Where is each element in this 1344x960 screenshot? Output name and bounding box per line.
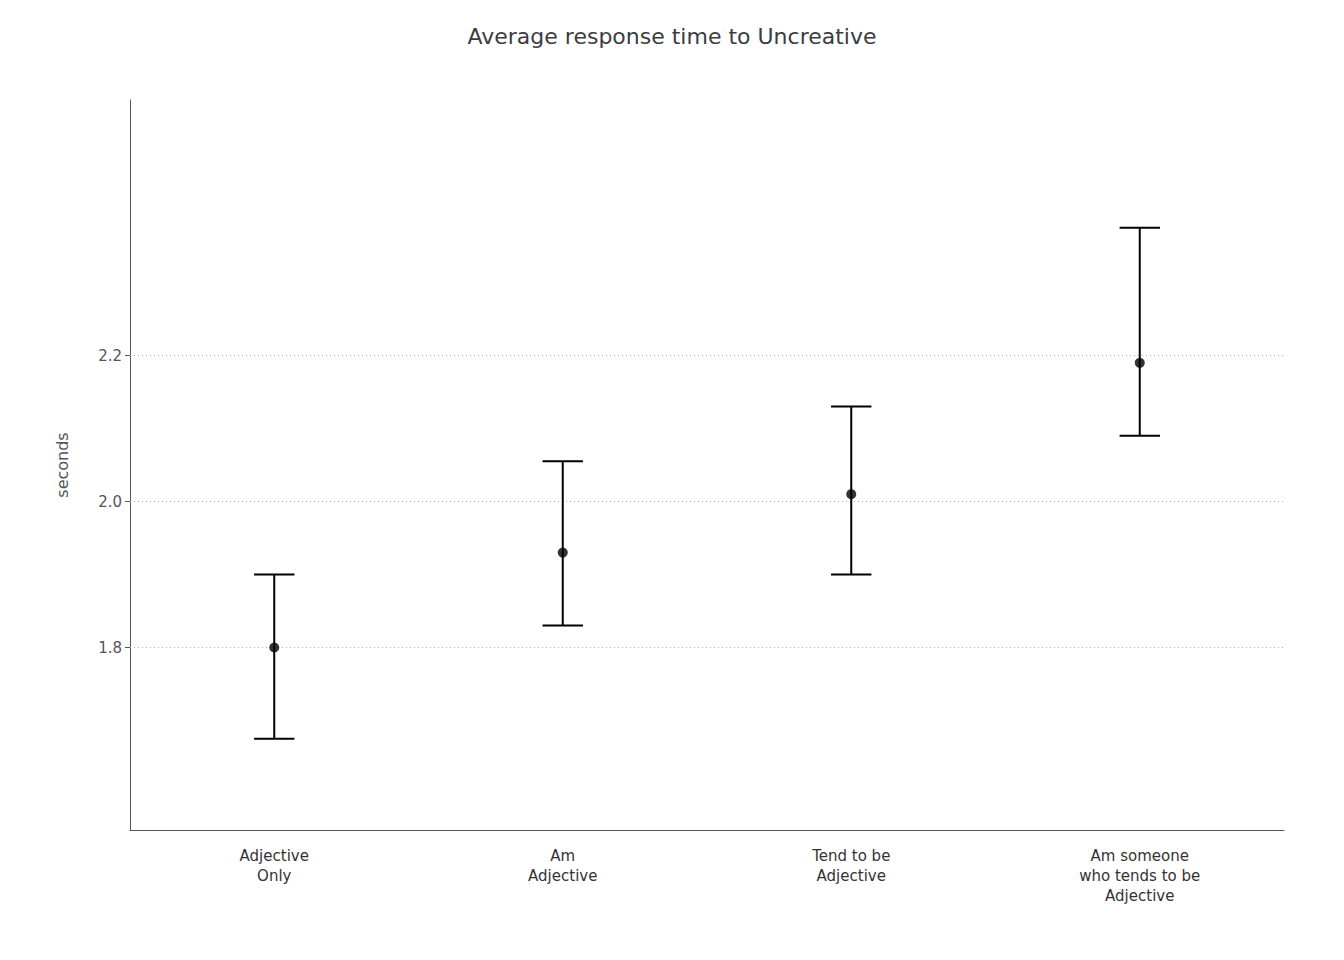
svg-text:1.8: 1.8 xyxy=(98,639,122,657)
svg-text:seconds: seconds xyxy=(53,432,72,497)
svg-text:Am someone: Am someone xyxy=(1091,847,1189,865)
svg-text:Adjective: Adjective xyxy=(528,867,597,885)
svg-text:Adjective: Adjective xyxy=(1105,887,1174,905)
svg-text:2.2: 2.2 xyxy=(98,347,122,365)
svg-text:2.0: 2.0 xyxy=(98,493,122,511)
svg-text:Adjective: Adjective xyxy=(240,847,309,865)
svg-text:Am: Am xyxy=(550,847,575,865)
svg-text:Only: Only xyxy=(257,867,291,885)
svg-text:Adjective: Adjective xyxy=(817,867,886,885)
svg-text:Tend to be: Tend to be xyxy=(811,847,890,865)
svg-text:Average response time to Uncre: Average response time to Uncreative xyxy=(467,24,876,49)
svg-text:who tends to be: who tends to be xyxy=(1079,867,1200,885)
